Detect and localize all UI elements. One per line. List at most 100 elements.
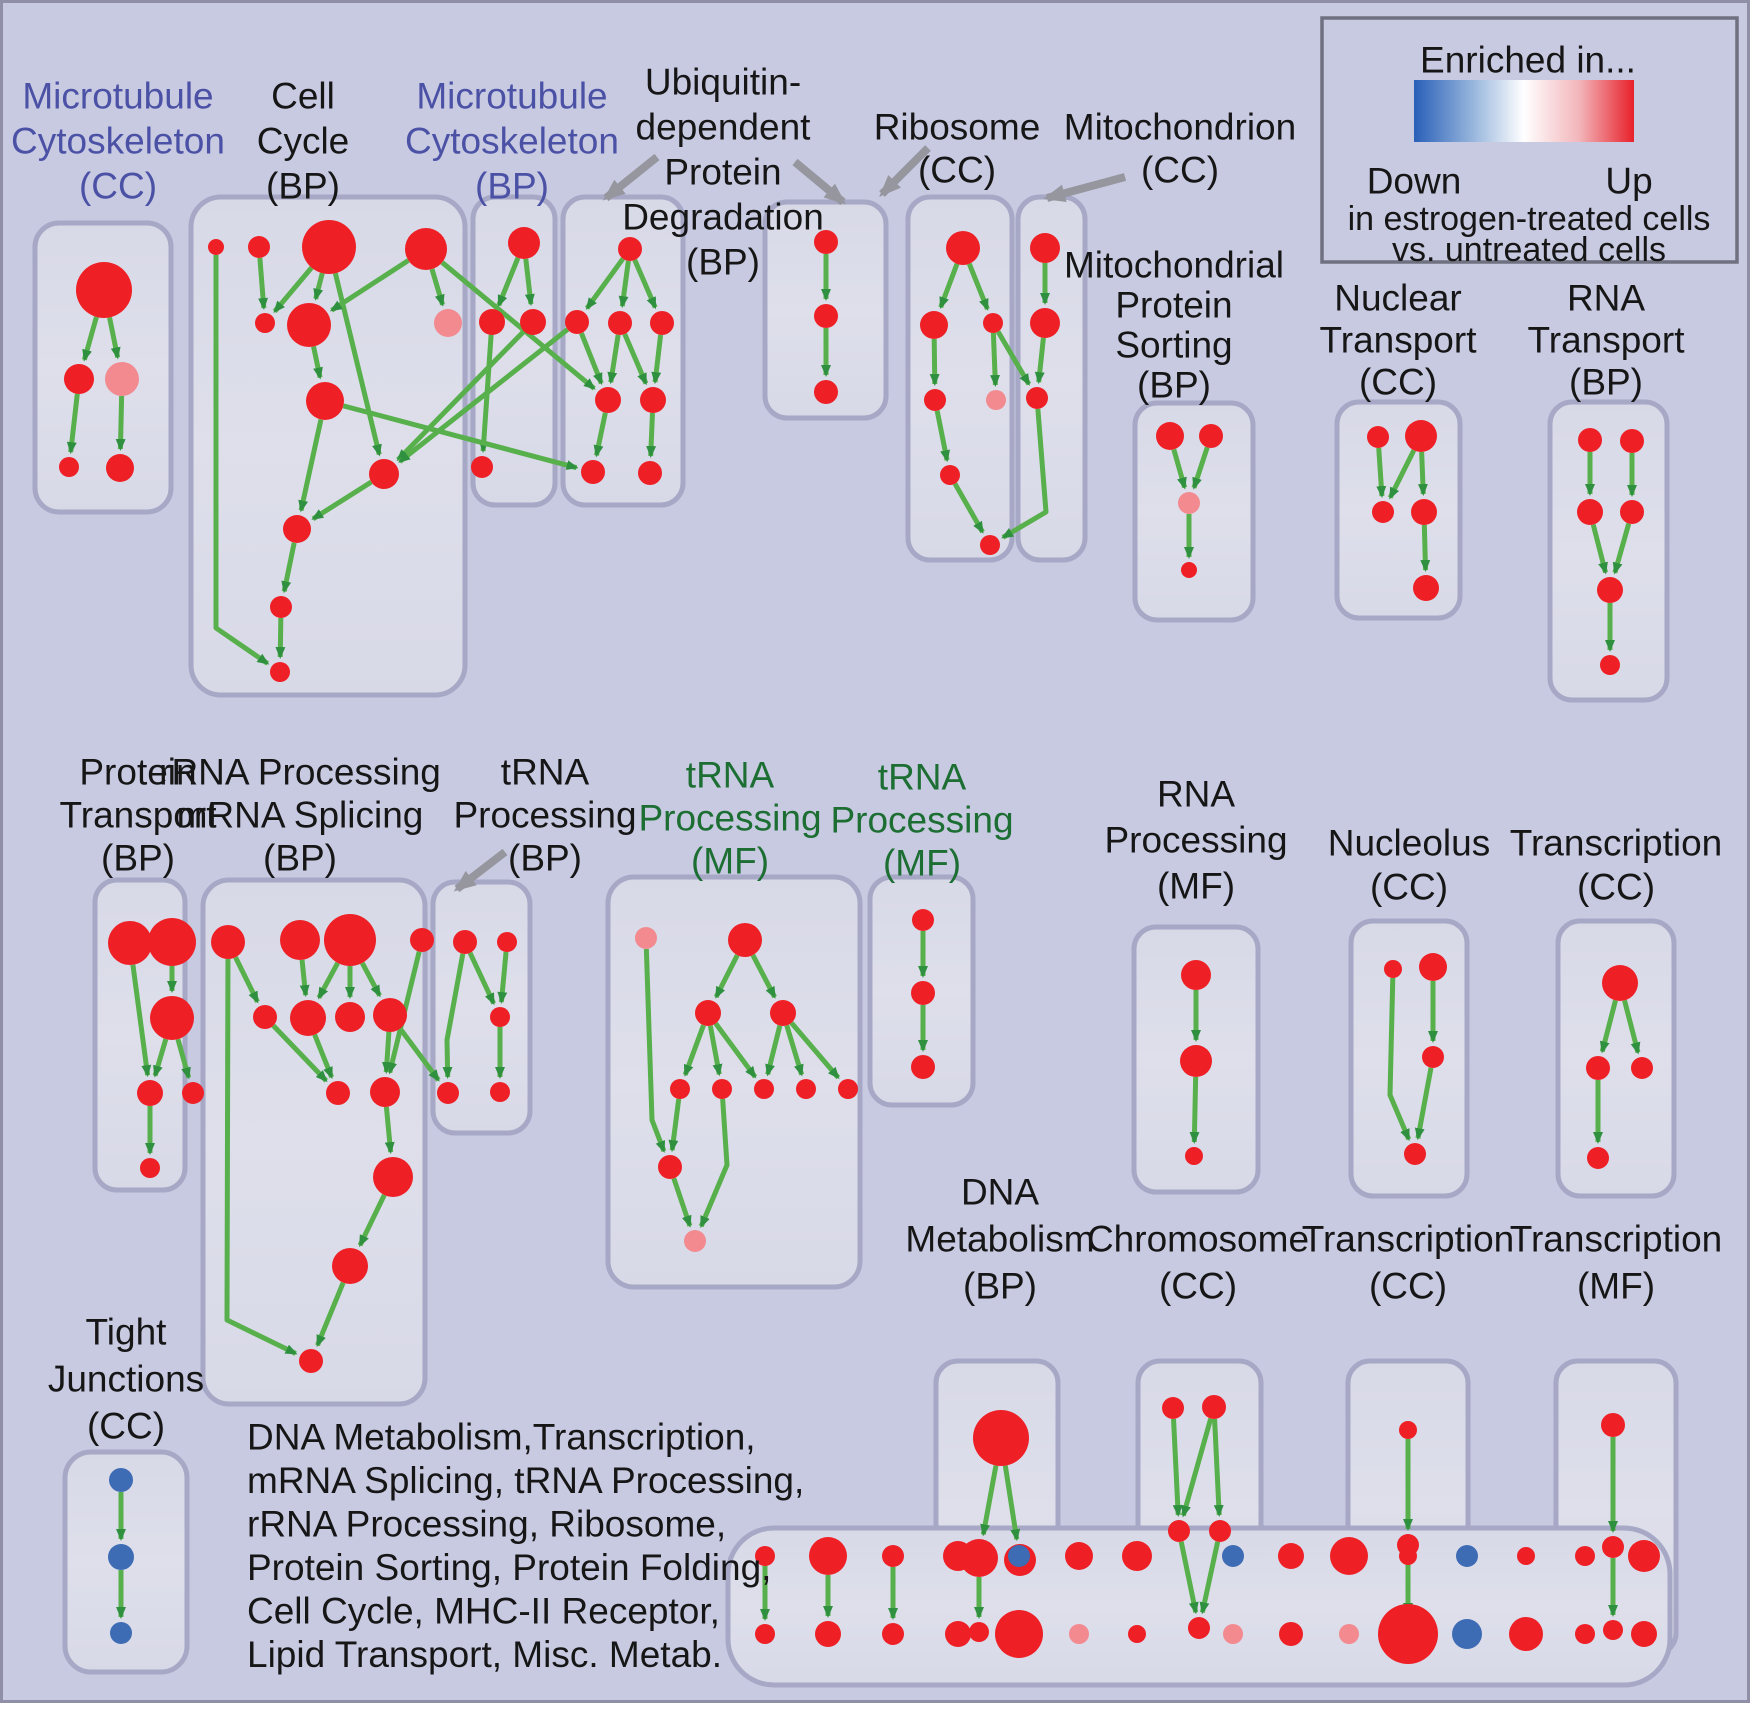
- relation-arrow-nuclear-transport: [1420, 524, 1431, 573]
- go-term-node-misc-box-20: [1069, 1624, 1089, 1644]
- relation-arrow-transcription-cc-1: [1599, 999, 1618, 1054]
- go-term-node-trna-bp-1: [497, 932, 517, 952]
- go-term-node-mt-cc-2-3: [471, 456, 493, 478]
- go-term-node-rrna-mrna-0: [211, 925, 245, 959]
- relation-arrow-trna-mf-1: [713, 954, 740, 999]
- relation-arrow-cell-cycle: [329, 258, 410, 313]
- relation-arrow-rrna-mrna: [316, 961, 340, 1000]
- go-term-node-misc-box-10: [1399, 1547, 1417, 1565]
- relation-arrow-trna-mf-1: [671, 1177, 693, 1228]
- go-term-node-mitochondrion-0: [1030, 233, 1060, 263]
- go-term-node-misc-box-7: [1222, 1545, 1244, 1567]
- legend-subtitle-2: vs. untreated cells: [1392, 231, 1666, 269]
- go-term-node-rna-transport-5: [1600, 655, 1620, 675]
- go-term-node-rrna-mrna-5: [290, 1000, 326, 1036]
- go-term-node-nucleolus-1: [1419, 953, 1447, 981]
- go-term-node-cell-cycle-4: [255, 313, 275, 333]
- relation-arrow-cell-cycle: [257, 257, 269, 311]
- go-term-node-trna-bp-4: [490, 1082, 510, 1102]
- relation-arrow-trna-mf-1: [698, 1098, 730, 1229]
- relation-arrow-ubiq-deg: [646, 412, 657, 459]
- cluster-label-ribosome-line0: Ribosome: [874, 107, 1041, 148]
- relation-arrow-ribosome: [966, 262, 990, 311]
- go-term-node-transcription-cc-2-0: [1399, 1421, 1417, 1439]
- go-term-node-trna-mf-1-0: [635, 927, 657, 949]
- cluster-label-rna-transport-line0: RNA: [1567, 278, 1645, 319]
- go-term-node-ubiq-deg-2-1: [814, 304, 838, 328]
- go-term-node-protein-transport-0: [108, 921, 152, 965]
- go-term-node-cell-cycle-2: [302, 220, 356, 274]
- go-term-node-trna-mf-1-8: [838, 1079, 858, 1099]
- go-term-node-trna-mf-2-2: [911, 1055, 935, 1079]
- go-term-node-mt-cc-1-1: [64, 364, 94, 394]
- go-term-node-tight-junctions-2: [110, 1622, 132, 1644]
- relation-arrow-rna-mf: [1189, 1076, 1200, 1144]
- relation-arrow-mt-cc-1: [115, 395, 126, 452]
- cluster-label-trna-mf-1-line2: (MF): [691, 841, 769, 882]
- go-term-node-rna-transport-3: [1620, 500, 1644, 524]
- cluster-label-mt-cc-1-line2: (CC): [79, 166, 157, 207]
- go-term-node-misc-box-6: [1122, 1541, 1152, 1571]
- go-term-node-mt-cc-2-2: [520, 309, 546, 335]
- relation-arrow-trna-mf-1: [750, 953, 777, 999]
- go-term-node-rrna-mrna-3: [410, 928, 434, 952]
- go-term-node-protein-transport-3: [137, 1080, 163, 1106]
- relation-arrow-rrna-mrna: [315, 1281, 346, 1348]
- relation-arrow-chromosome: [1212, 1418, 1224, 1518]
- misc-categories-note-line0: DNA Metabolism,Transcription,: [247, 1417, 756, 1458]
- cluster-label-transcription-cc-1-line0: Transcription: [1510, 823, 1722, 864]
- misc-categories-note-line1: mRNA Splicing, tRNA Processing,: [247, 1460, 804, 1501]
- relation-arrow-chromosome: [1199, 1541, 1221, 1615]
- go-term-node-trna-bp-0: [453, 930, 477, 954]
- relation-arrow-ubiq-deg: [632, 259, 658, 310]
- go-term-node-misc-box-3: [943, 1541, 973, 1571]
- go-term-node-misc-box-18: [945, 1621, 971, 1647]
- go-term-node-protein-transport-2: [150, 996, 194, 1040]
- relation-arrow-rna-transport: [1612, 522, 1632, 575]
- relation-arrow-rrna-mrna: [381, 1031, 392, 1075]
- relation-arrow-mt-cc-1: [66, 393, 80, 455]
- go-term-node-protein-transport-4: [182, 1082, 204, 1104]
- relation-arrow-cell-cycle: [311, 346, 323, 380]
- relation-arrow-ubiq-deg: [593, 412, 608, 458]
- cross-cluster-arrow: [396, 329, 526, 462]
- go-term-node-misc-box-17: [882, 1623, 904, 1645]
- cluster-label-ubiq-deg-line4: (BP): [686, 242, 760, 283]
- misc-categories-note-line2: rRNA Processing, Ribosome,: [247, 1504, 726, 1545]
- misc-categories-note-line3: Protein Sorting, Protein Folding,: [247, 1547, 771, 1588]
- relation-arrow-trna-mf-1: [765, 1025, 783, 1077]
- go-term-node-tight-junctions-1: [108, 1544, 134, 1570]
- cluster-label-tight-junctions-line0: Tight: [86, 1312, 168, 1353]
- cluster-label-nuclear-transport-line2: (CC): [1359, 362, 1437, 403]
- go-term-node-rna-transport-2: [1577, 499, 1603, 525]
- cluster-label-rna-transport-line2: (BP): [1569, 362, 1643, 403]
- cluster-label-mt-cc-2-line1: Cytoskeleton: [405, 121, 619, 162]
- go-term-node-chromosome-0: [1162, 1397, 1184, 1419]
- go-term-node-ribosome-3: [924, 389, 946, 411]
- relation-arrow-trna-bp: [497, 951, 509, 1005]
- relation-arrow-chromosome: [1180, 1417, 1214, 1518]
- relation-arrow-nucleolus: [1387, 977, 1412, 1142]
- cluster-label-mito-sorting-line1: Protein: [1115, 285, 1232, 326]
- relation-arrow-mt-cc-1: [107, 316, 121, 360]
- relation-arrow-transcription-cc-1: [1622, 999, 1641, 1055]
- go-term-node-transcription-mf-0: [1601, 1413, 1625, 1437]
- cluster-box-nucleolus: [1348, 918, 1470, 1199]
- cluster-label-dna-metabolism-line0: DNA: [961, 1172, 1039, 1213]
- go-term-node-ubiq-deg-1: [565, 310, 589, 334]
- go-term-node-cell-cycle-10: [270, 596, 292, 618]
- relation-arrow-nucleolus: [1414, 1067, 1434, 1141]
- cluster-label-cell-cycle-line1: Cycle: [257, 121, 350, 162]
- cluster-label-nuclear-transport-line0: Nuclear: [1334, 278, 1462, 319]
- go-term-node-ubiq-deg-3: [650, 311, 674, 335]
- cluster-label-nucleolus-line0: Nucleolus: [1328, 823, 1490, 864]
- go-term-node-trna-mf-1-6: [754, 1079, 774, 1099]
- go-term-node-rrna-mrna-12: [299, 1349, 323, 1373]
- cluster-label-mt-cc-2-line2: (BP): [475, 166, 549, 207]
- cross-cluster-arrow: [440, 260, 596, 391]
- go-term-node-chromosome-2: [1168, 1520, 1190, 1542]
- misc-categories-note-line5: Lipid Transport, Misc. Metab.: [247, 1634, 722, 1675]
- go-term-node-ribosome-2: [983, 313, 1003, 333]
- layer-nodes: [59, 220, 1660, 1664]
- relation-arrow-ribosome: [952, 482, 985, 534]
